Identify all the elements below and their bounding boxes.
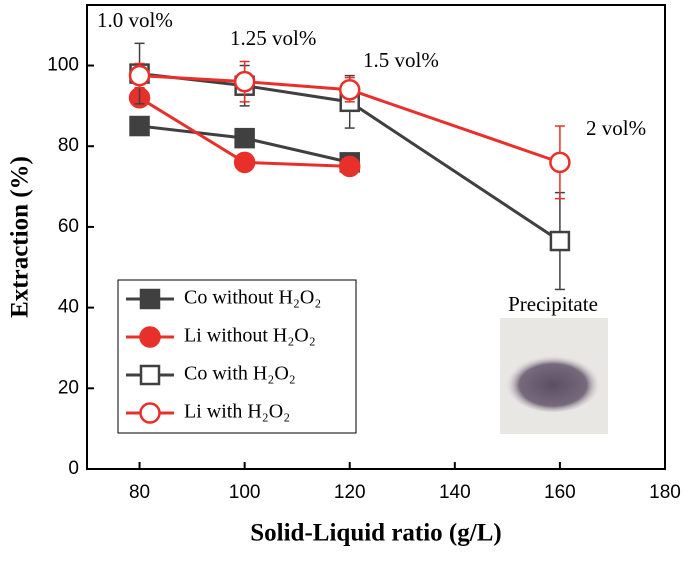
legend-label: Li with H₂O₂ <box>184 401 290 423</box>
y-tick-label: 0 <box>68 458 79 479</box>
data-point <box>549 151 571 174</box>
legend-marker <box>139 326 161 348</box>
y-tick-label: 60 <box>58 216 79 237</box>
legend-label: Co with H₂O₂ <box>184 363 296 385</box>
x-axis-label: Solid-Liquid ratio (g/L) <box>250 520 501 547</box>
y-tick-label: 80 <box>58 135 79 156</box>
data-point <box>233 70 256 93</box>
y-tick-label: 100 <box>47 55 79 76</box>
x-tick-label: 120 <box>334 482 366 503</box>
x-tick-label: 100 <box>229 482 261 503</box>
x-tick-label: 140 <box>439 482 471 503</box>
annotation: Precipitate <box>508 292 598 316</box>
legend-label: Li without H₂O₂ <box>184 325 316 347</box>
data-point <box>338 155 361 178</box>
series-line <box>139 74 561 164</box>
data-point <box>234 127 255 149</box>
plot-frame <box>86 4 666 470</box>
x-tick-label: 80 <box>129 482 150 503</box>
data-point <box>338 78 361 101</box>
data-point <box>129 115 150 137</box>
legend-marker <box>139 402 161 424</box>
data-point <box>233 151 256 174</box>
precipitate-pile <box>505 352 601 412</box>
data-point <box>128 64 151 87</box>
annotation: 1.25 vol% <box>230 26 316 50</box>
annotation: 2 vol% <box>586 116 646 140</box>
annotation: 1.5 vol% <box>363 48 439 72</box>
x-tick-label: 160 <box>544 482 576 503</box>
x-tick-label: 180 <box>649 482 681 503</box>
y-tick-label: 40 <box>58 297 79 318</box>
y-axis-label: Extraction (%) <box>7 156 34 318</box>
y-tick-label: 20 <box>58 377 79 398</box>
legend-marker <box>139 288 161 310</box>
legend-label: Co without H₂O₂ <box>184 287 321 309</box>
legend-marker <box>139 364 161 386</box>
data-point <box>549 230 571 252</box>
annotation: 1.0 vol% <box>97 8 173 32</box>
